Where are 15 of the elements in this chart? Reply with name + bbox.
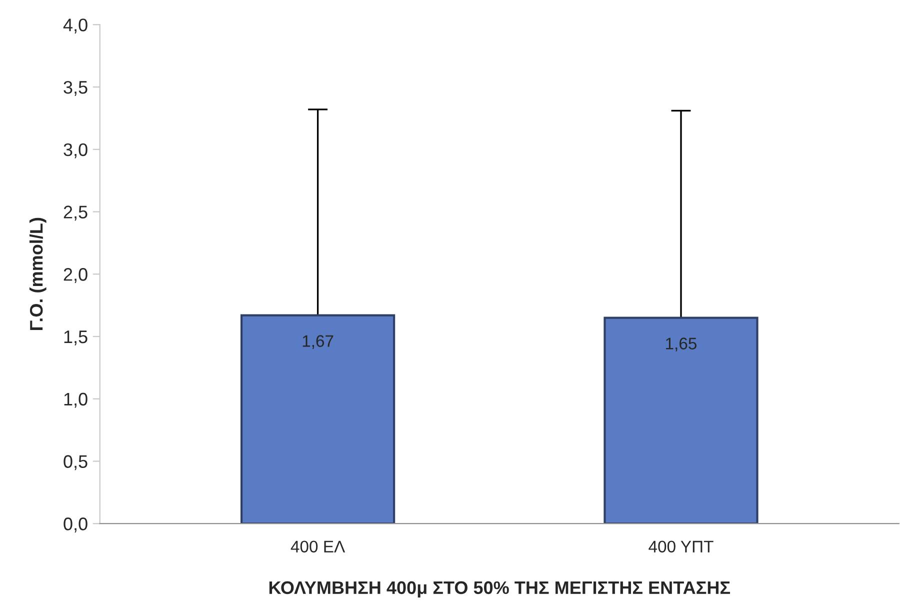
y-tick-label: 0,0 — [64, 518, 88, 532]
y-tick-label: 4,0 — [63, 18, 88, 34]
x-tick-label: 400 ΕΛ — [290, 540, 346, 553]
y-tick-label: 0,5 — [64, 455, 88, 470]
y-tick-label: 3,0 — [64, 143, 88, 158]
y-tick-label: 2,0 — [64, 268, 88, 283]
y-axis-title: Γ.Ο. (mmol/L) — [29, 218, 46, 330]
x-axis-title: ΚΟΛΥΜΒΗΣΗ 400μ ΣΤΟ 50% ΤΗΣ ΜΕΓΙΣΤΗΣ ΕΝΤΑΣΗΣ — [269, 581, 730, 598]
data-label: 1,65 — [666, 338, 697, 352]
y-tick-label: 1,0 — [64, 392, 88, 408]
data-label: 1,67 — [302, 335, 334, 349]
x-tick-label: 400 ΥΠΤ — [648, 540, 714, 553]
y-tick-label: 2,5 — [64, 206, 88, 221]
y-tick-label: 3,5 — [64, 80, 88, 96]
y-tick-label: 1,5 — [64, 330, 88, 346]
